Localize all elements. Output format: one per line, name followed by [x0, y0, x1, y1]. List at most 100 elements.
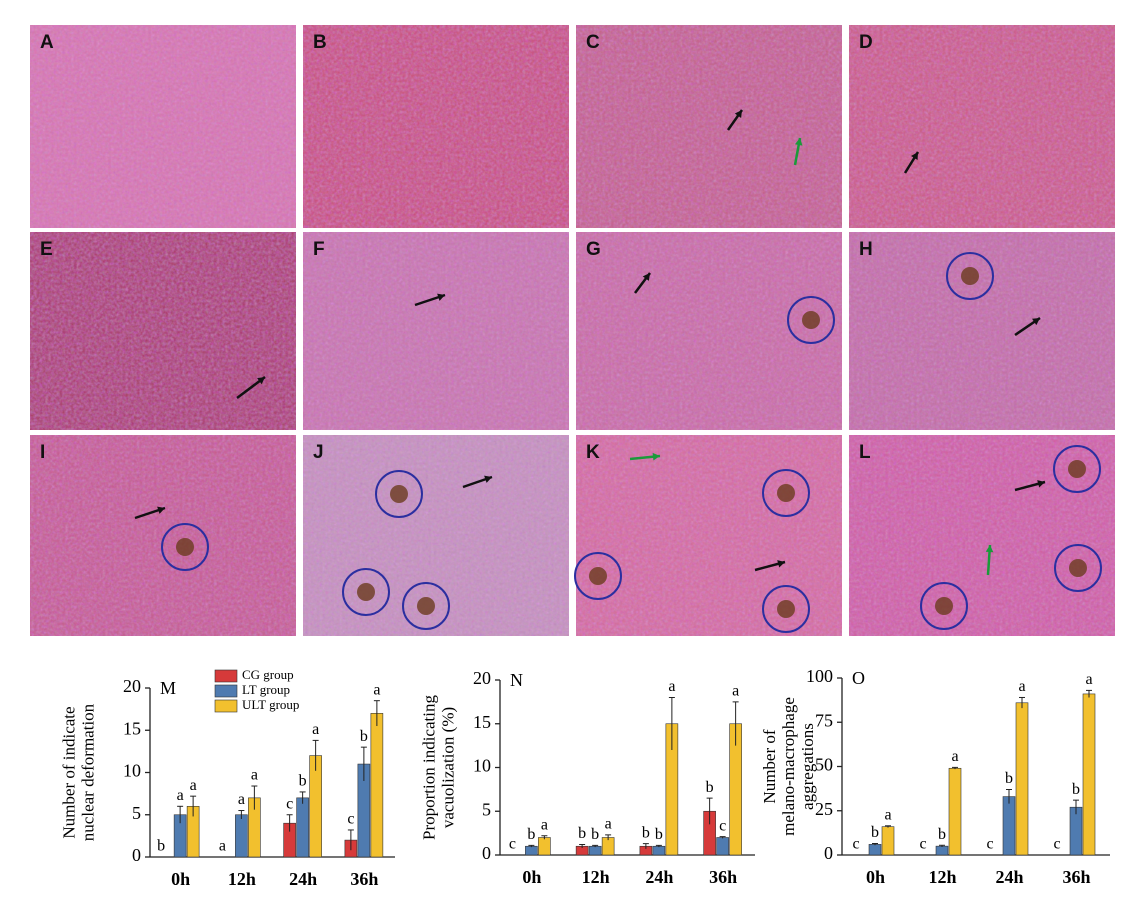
significance-letter: b — [527, 826, 535, 843]
significance-letter: a — [668, 678, 675, 695]
annotation-circle — [342, 568, 390, 616]
bar — [296, 797, 309, 858]
panel-label: F — [313, 239, 325, 260]
histology-image — [30, 232, 296, 430]
bar — [652, 845, 666, 856]
melano-macrophage-spot — [1069, 559, 1087, 577]
significance-letter: b — [299, 773, 307, 790]
significance-letter: a — [312, 721, 319, 738]
x-tick-label: 12h — [228, 869, 256, 889]
bar — [935, 845, 949, 856]
significance-letter: a — [605, 816, 612, 833]
panel-label: M — [160, 678, 176, 698]
arrow-head — [1037, 480, 1045, 488]
annotation-circle — [1054, 544, 1102, 592]
legend-label: CG group — [242, 667, 294, 682]
significance-letter: a — [373, 681, 380, 698]
significance-letter: c — [719, 817, 726, 834]
significance-letter: b — [642, 824, 650, 841]
y-tick-label: 75 — [815, 710, 833, 730]
y-axis-label: Number of — [760, 729, 779, 803]
y-tick-label: 15 — [473, 712, 491, 732]
legend-swatch — [214, 699, 238, 713]
significance-letter: b — [655, 826, 663, 843]
y-tick-label: 5 — [482, 799, 491, 819]
significance-letter: a — [177, 787, 184, 804]
x-tick-label: 24h — [995, 867, 1023, 887]
significance-letter: c — [919, 836, 926, 853]
histology-image — [576, 232, 842, 430]
y-tick-label: 10 — [473, 756, 491, 776]
panel-label: O — [852, 668, 865, 688]
significance-letter: a — [251, 767, 258, 784]
arrow-head — [484, 475, 492, 483]
bar — [1002, 796, 1016, 856]
y-tick-label: 20 — [123, 676, 141, 696]
y-tick-label: 0 — [132, 845, 141, 865]
x-tick-label: 0h — [522, 867, 541, 887]
legend-label: LT group — [242, 682, 290, 697]
melano-macrophage-spot — [1068, 460, 1086, 478]
arrow-head — [1032, 318, 1040, 326]
x-tick-label: 24h — [645, 867, 673, 887]
bar — [1082, 693, 1096, 856]
x-tick-label: 0h — [866, 867, 885, 887]
significance-letter: a — [190, 777, 197, 794]
histology-image — [303, 25, 569, 228]
bar — [948, 767, 962, 856]
arrow-head — [985, 545, 994, 553]
x-tick-label: 24h — [289, 869, 317, 889]
significance-letter: c — [286, 795, 293, 812]
significance-letter: a — [884, 806, 891, 823]
x-tick-label: 12h — [928, 867, 956, 887]
significance-letter: c — [347, 811, 354, 828]
arrow-head — [437, 293, 445, 301]
melano-macrophage-spot — [802, 311, 820, 329]
histology-image — [30, 25, 296, 228]
significance-letter: b — [706, 779, 714, 796]
arrow-head — [794, 138, 803, 146]
annotation-circle — [787, 296, 835, 344]
y-axis-label: melano-macrophage — [779, 697, 798, 836]
histology-image — [30, 435, 296, 636]
y-tick-label: 5 — [132, 803, 141, 823]
significance-letter: c — [509, 836, 516, 853]
melano-macrophage-spot — [777, 484, 795, 502]
annotation-circle — [762, 585, 810, 633]
significance-letter: b — [938, 826, 946, 843]
bar — [716, 837, 729, 856]
arrow-head — [652, 452, 660, 461]
panel-label: G — [586, 239, 601, 260]
melano-macrophage-spot — [357, 583, 375, 601]
panel-label: C — [586, 32, 600, 53]
significance-letter: a — [238, 791, 245, 808]
panel-label: D — [859, 32, 873, 53]
x-tick-label: 0h — [171, 869, 190, 889]
melano-macrophage-spot — [589, 567, 607, 585]
melano-macrophage-spot — [961, 267, 979, 285]
annotation-circle — [1053, 445, 1101, 493]
x-tick-label: 36h — [350, 869, 378, 889]
significance-letter: b — [1005, 770, 1013, 787]
bar — [538, 837, 551, 856]
bar — [881, 826, 895, 856]
significance-letter: a — [732, 683, 739, 700]
significance-letter: b — [578, 825, 586, 842]
melano-macrophage-spot — [777, 600, 795, 618]
y-tick-label: 0 — [482, 843, 491, 863]
panel-label: K — [586, 442, 600, 463]
y-tick-label: 10 — [123, 761, 141, 781]
bar — [370, 713, 384, 858]
arrow-head — [734, 110, 742, 118]
y-tick-label: 50 — [815, 755, 833, 775]
x-tick-label: 36h — [1062, 867, 1090, 887]
annotation-circle — [402, 582, 450, 630]
arrow-head — [157, 506, 165, 514]
significance-letter: a — [1085, 671, 1092, 688]
y-axis-label: Proportion indicating — [419, 695, 438, 840]
y-tick-label: 100 — [806, 666, 833, 686]
x-tick-label: 36h — [709, 867, 737, 887]
annotation-circle — [762, 469, 810, 517]
panel-label: N — [510, 670, 523, 690]
bar — [525, 845, 538, 856]
